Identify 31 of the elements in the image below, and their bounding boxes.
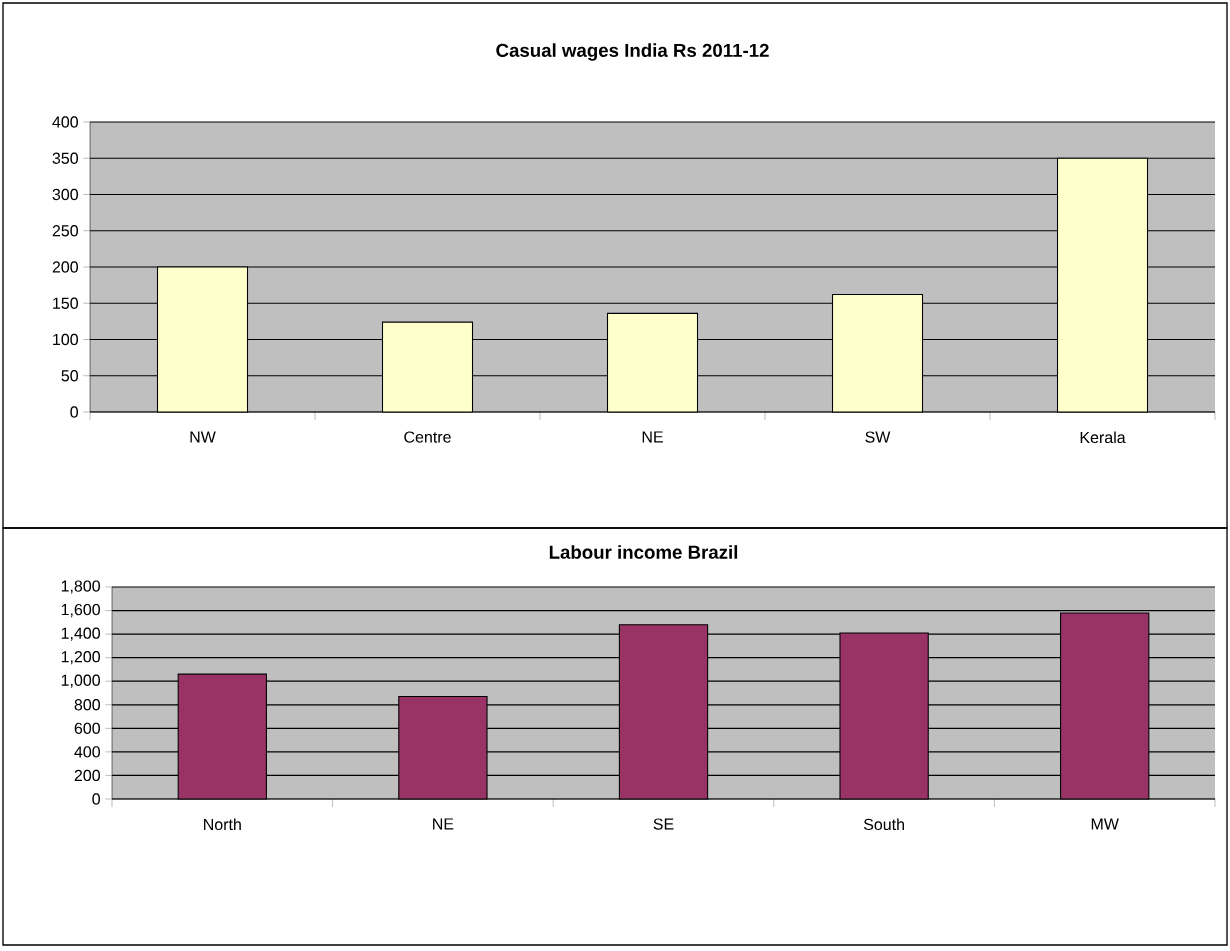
y-tick-label: 100 [53,333,79,346]
y-tick-label: 200 [74,769,101,782]
x-tick-label: North [204,818,241,831]
x-tick-label: Centre [404,431,451,443]
y-tick-label: 1,400 [61,627,101,641]
x-tick-label: South [863,818,904,831]
y-tick-label: 600 [74,722,101,734]
y-tick-label: 400 [74,746,101,758]
x-tick-label: SE [653,818,674,830]
y-tick-label: 800 [74,699,101,711]
y-tick-label: 0 [92,793,101,805]
chart-title: Labour income Brazil [549,545,738,559]
x-tick-label: NE [433,818,454,830]
y-tick-label: 250 [52,225,79,237]
x-tick-label: NW [190,431,216,443]
y-tick-label: 200 [52,261,79,273]
y-tick-label: 350 [52,152,79,164]
x-tick-label: Kerala [1080,431,1126,444]
x-tick-label: SW [865,431,891,443]
x-tick-label: NE [642,431,663,443]
y-tick-label: 1,200 [61,651,101,665]
x-tick-label: MW [1091,818,1119,830]
chart-title: Casual wages India Rs 2011-12 [496,43,769,61]
y-tick-label: 1,600 [61,603,101,618]
y-tick-label: 150 [53,297,79,309]
y-tick-label: 300 [52,188,79,201]
y-tick-label: 1,800 [61,580,101,594]
y-tick-label: 400 [52,116,79,128]
y-tick-label: 50 [61,370,79,382]
y-tick-label: 1,000 [61,674,101,688]
y-tick-label: 0 [70,406,79,418]
